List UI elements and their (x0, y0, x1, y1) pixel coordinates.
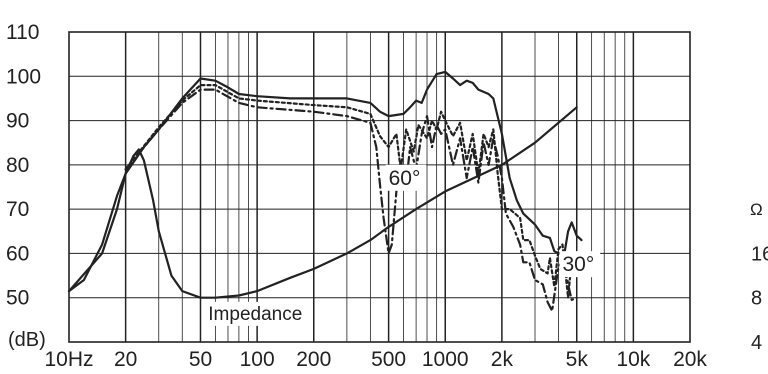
labels-layer: (dB) Ω 10Hz 20 50 100 200 500 1000 2k 5k 10k 20k 11… (6, 21, 768, 371)
x-tick-label: 10Hz (44, 348, 93, 371)
y-tick-label: 100 (6, 65, 41, 88)
y-tick-label: 60 (6, 242, 29, 265)
annotation-background (559, 251, 601, 278)
y2-tick-label: 4 (751, 332, 762, 354)
y-tick-label: 90 (6, 110, 29, 133)
annotation-background (385, 164, 427, 191)
annotation-label: Impedance (208, 304, 302, 325)
series-layer (67, 70, 583, 313)
y-axis-label: (dB) (8, 329, 46, 351)
annotation-background (205, 301, 306, 326)
x-tick-label: 200 (296, 348, 331, 371)
x-tick-label: 2k (491, 348, 514, 371)
y-tick-label: 80 (6, 154, 29, 177)
x-tick-label: 100 (240, 348, 275, 371)
y-tick-label: 110 (6, 21, 39, 44)
annotation-label: 60° (389, 167, 421, 190)
annotation-label: 30° (562, 253, 594, 276)
x-tick-label: 5k (566, 348, 589, 371)
x-tick-label: 10k (616, 348, 650, 371)
y-tick-label: 50 (6, 287, 29, 310)
series-line (124, 84, 578, 299)
series-line (67, 70, 583, 293)
x-tick-label: 20 (114, 348, 137, 371)
x-tick-label: 1000 (422, 348, 469, 371)
y2-tick-label: 16 (751, 243, 768, 265)
plot-frame (68, 31, 691, 343)
x-tick-label: 50 (189, 348, 212, 371)
y2-tick-label: 8 (751, 288, 762, 310)
y2-unit-label: Ω (750, 200, 763, 219)
x-tick-label: 500 (371, 348, 406, 371)
y-tick-label: 70 (6, 198, 29, 221)
series-line (124, 88, 578, 313)
x-tick-label: 20k (673, 348, 707, 371)
series-line (67, 106, 578, 299)
